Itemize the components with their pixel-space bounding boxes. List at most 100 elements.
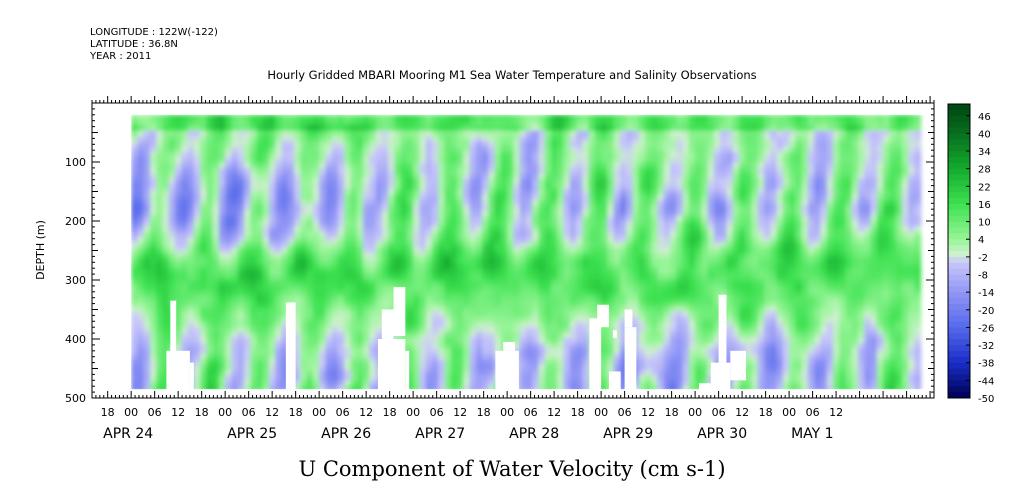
heatmap-cell [319, 252, 327, 259]
heatmap-cell [626, 114, 634, 121]
heatmap-cell [294, 274, 301, 281]
heatmap-cell [569, 189, 577, 196]
heatmap-cell [200, 332, 207, 339]
heatmap-cell [457, 332, 464, 339]
heatmap-cell [425, 167, 433, 174]
heatmap-cell [331, 327, 339, 334]
heatmap-cell [250, 385, 258, 392]
heatmap-cell [294, 167, 301, 174]
heatmap-cell [695, 258, 702, 265]
heatmap-cell [557, 162, 565, 169]
heatmap-cell [363, 231, 370, 238]
heatmap-cell [663, 252, 671, 259]
heatmap-cell [331, 247, 339, 254]
heatmap-cell [713, 221, 721, 227]
heatmap-cell [525, 151, 533, 158]
heatmap-cell [713, 189, 721, 196]
heatmap-cell [218, 199, 226, 206]
heatmap-cell [431, 215, 439, 222]
heatmap-cell [431, 141, 439, 148]
heatmap-cell [131, 130, 139, 137]
heatmap-cell [388, 120, 395, 127]
heatmap-cell [162, 364, 170, 371]
heatmap-cell [576, 167, 583, 174]
heatmap-cell [563, 242, 571, 249]
heatmap-cell [507, 189, 514, 196]
heatmap-cell [388, 247, 395, 254]
heatmap-cell [482, 236, 489, 243]
heatmap-cell [218, 162, 226, 169]
heatmap-cell [594, 157, 602, 164]
heatmap-cell [557, 247, 565, 254]
heatmap-cell [331, 151, 339, 158]
heatmap-cell [337, 274, 345, 281]
heatmap-cell [469, 290, 477, 296]
heatmap-cell [212, 162, 220, 169]
heatmap-cell [344, 162, 352, 169]
heatmap-cell [469, 295, 477, 302]
heatmap-cell [331, 385, 339, 392]
heatmap-cell [438, 236, 446, 243]
heatmap-cell [225, 146, 233, 153]
heatmap-cell [306, 364, 314, 371]
heatmap-cell [419, 136, 427, 142]
heatmap-cell [425, 157, 433, 164]
heatmap-cell [256, 189, 264, 196]
heatmap-cell [670, 252, 677, 259]
heatmap-cell [231, 327, 239, 334]
heatmap-cell [651, 242, 659, 249]
heatmap-cell [720, 215, 728, 222]
heatmap-cell [701, 136, 709, 142]
heatmap-cell [676, 305, 684, 312]
heatmap-cell [388, 274, 395, 281]
heatmap-cell [319, 380, 327, 387]
heatmap-cell [400, 252, 408, 259]
heatmap-cell [500, 231, 508, 238]
heatmap-cell [300, 332, 308, 339]
heatmap-cell [519, 157, 527, 164]
heatmap-cell [475, 141, 483, 148]
heatmap-cell [269, 359, 276, 365]
heatmap-cell [638, 178, 646, 185]
heatmap-cell [463, 183, 471, 190]
heatmap-cell [331, 295, 339, 302]
heatmap-cell [588, 151, 596, 158]
heatmap-cell [218, 348, 226, 355]
heatmap-cell [337, 151, 345, 158]
heatmap-cell [494, 274, 502, 281]
heatmap-cell [450, 374, 458, 381]
heatmap-cell [713, 279, 721, 286]
heatmap-cell [131, 385, 139, 392]
heatmap-cell [482, 120, 489, 127]
heatmap-cell [431, 205, 439, 211]
heatmap-cell [131, 300, 139, 307]
heatmap-cell [413, 279, 420, 286]
heatmap-cell [256, 167, 264, 174]
heatmap-cell [250, 226, 258, 233]
heatmap-cell [375, 178, 383, 185]
heatmap-cell [438, 327, 446, 334]
heatmap-cell [550, 162, 558, 169]
heatmap-cell [363, 316, 370, 323]
heatmap-cell [544, 199, 552, 206]
heatmap-cell [644, 380, 652, 387]
heatmap-cell [306, 167, 314, 174]
heatmap-cell [519, 205, 527, 211]
heatmap-cell [513, 300, 521, 307]
heatmap-cell [670, 321, 677, 328]
heatmap-cell [569, 210, 577, 217]
heatmap-cell [256, 162, 264, 169]
heatmap-cell [369, 364, 377, 371]
heatmap-cell [143, 189, 151, 196]
heatmap-cell [500, 300, 508, 307]
heatmap-cell [707, 279, 715, 286]
heatmap-cell [651, 348, 659, 355]
heatmap-cell [256, 263, 264, 270]
heatmap-cell [212, 284, 220, 291]
heatmap-cell [394, 258, 402, 265]
heatmap-cell [149, 380, 157, 387]
heatmap-cell [388, 284, 395, 291]
heatmap-cell [206, 226, 214, 233]
heatmap-cell [162, 332, 170, 339]
heatmap-cell [243, 380, 251, 387]
